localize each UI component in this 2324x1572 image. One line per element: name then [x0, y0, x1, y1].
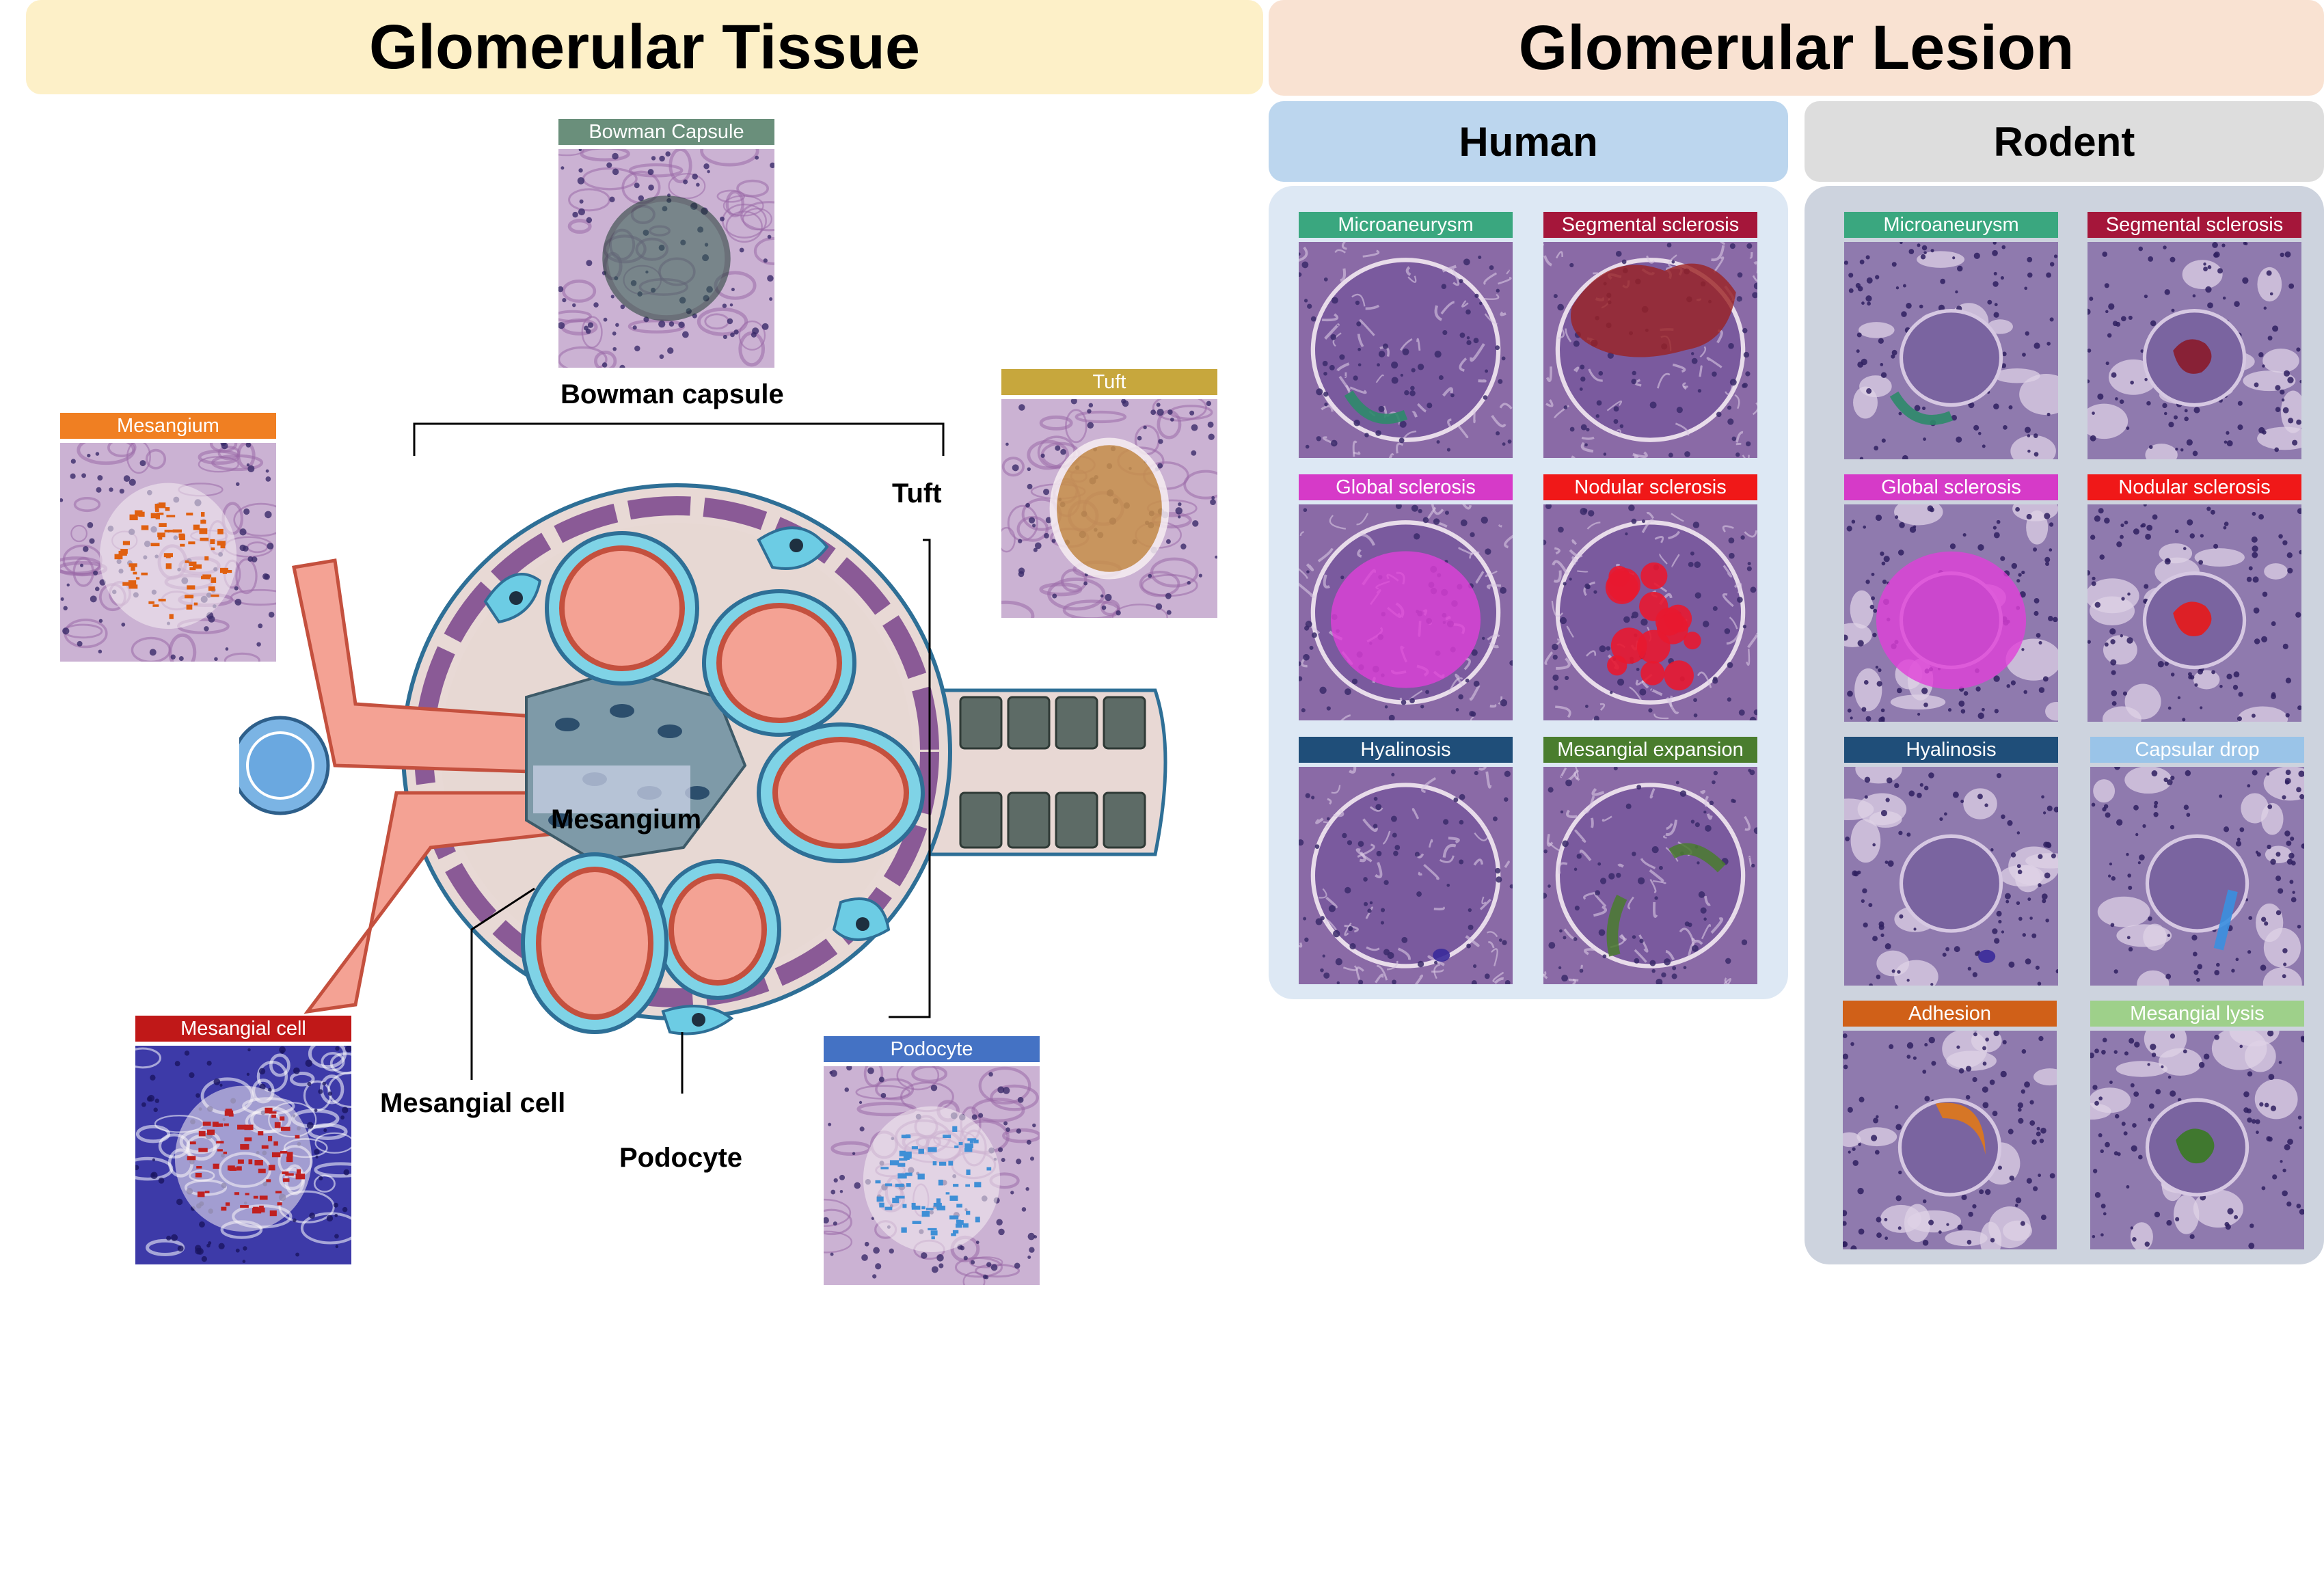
human-tile-mesangial-expansion: Mesangial expansion [1543, 737, 1757, 984]
micrograph-image [2090, 767, 2304, 986]
tile-label: Nodular sclerosis [1543, 474, 1757, 500]
tile-label: Hyalinosis [1844, 737, 2058, 763]
tubule-cells [959, 696, 1146, 849]
tile-label: Bowman Capsule [558, 119, 774, 145]
rodent-tile-nodular-sclerosis: Nodular sclerosis [2087, 474, 2301, 722]
micrograph-image [1543, 504, 1757, 720]
rodent-header: Rodent [1805, 101, 2324, 182]
rodent-tile-microaneurysm: Microaneurysm [1844, 212, 2058, 459]
human-tile-microaneurysm: Microaneurysm [1299, 212, 1513, 458]
rodent-tile-hyalinosis: Hyalinosis [1844, 737, 2058, 986]
bowman-capsule-label: Bowman capsule [560, 379, 784, 409]
tile-label: Mesangial cell [135, 1016, 351, 1042]
micrograph-image [1843, 1031, 2057, 1249]
mesangial-cell-label: Mesangial cell [380, 1088, 566, 1118]
tile-label: Hyalinosis [1299, 737, 1513, 763]
tile-bowman-capsule: Bowman Capsule [558, 119, 774, 368]
tile-label: Segmental sclerosis [2087, 212, 2301, 238]
mesangium-label: Mesangium [551, 804, 702, 835]
micrograph-image [558, 149, 774, 368]
tile-tuft: Tuft [1001, 369, 1217, 618]
mesangium-label-box [533, 765, 690, 813]
micrograph-image [1299, 504, 1513, 720]
micrograph-image [1299, 242, 1513, 458]
capillary-loops [521, 531, 925, 1034]
tile-label: Mesangial expansion [1543, 737, 1757, 763]
human-title: Human [1459, 118, 1598, 165]
micrograph-image [135, 1046, 351, 1264]
tile-mesangium: Mesangium [60, 413, 276, 662]
rodent-tile-segmental-sclerosis: Segmental sclerosis [2087, 212, 2301, 459]
micrograph-image [1299, 767, 1513, 984]
tile-label: Microaneurysm [1844, 212, 2058, 238]
human-tile-hyalinosis: Hyalinosis [1299, 737, 1513, 984]
tile-label: Mesangium [60, 413, 276, 439]
human-header: Human [1269, 101, 1788, 182]
micrograph-image [824, 1066, 1040, 1285]
tile-label: Tuft [1001, 369, 1217, 395]
tile-label: Global sclerosis [1299, 474, 1513, 500]
tile-label: Segmental sclerosis [1543, 212, 1757, 238]
micrograph-image [1543, 242, 1757, 458]
tile-label: Nodular sclerosis [2087, 474, 2301, 500]
tile-label: Microaneurysm [1299, 212, 1513, 238]
micrograph-image [1543, 767, 1757, 984]
rodent-tile-adhesion: Adhesion [1843, 1001, 2057, 1249]
micrograph-image [1844, 767, 2058, 986]
leader-lines [413, 422, 945, 1094]
tile-label: Podocyte [824, 1036, 1040, 1062]
glomerular-lesion-title: Glomerular Lesion [1518, 12, 2075, 83]
micrograph-image [2087, 242, 2301, 459]
glomerular-tissue-title: Glomerular Tissue [368, 12, 921, 82]
tile-label: Mesangial lysis [2090, 1001, 2304, 1027]
micrograph-image [1844, 504, 2058, 722]
tile-label: Capsular drop [2090, 737, 2304, 763]
micrograph-image [1844, 242, 2058, 459]
micrograph-image [1001, 399, 1217, 618]
podocyte-label: Podocyte [619, 1143, 743, 1173]
rodent-tile-capsular-drop: Capsular drop [2090, 737, 2304, 986]
tile-mesangial-cell: Mesangial cell [135, 1016, 351, 1264]
tuft-label: Tuft [892, 478, 942, 509]
rodent-tile-global-sclerosis: Global sclerosis [1844, 474, 2058, 722]
micrograph-image [60, 443, 276, 662]
micrograph-image [2090, 1031, 2304, 1249]
glomerular-lesion-header: Glomerular Lesion [1269, 0, 2324, 96]
glomerulus-schematic [239, 422, 1167, 1094]
tile-label: Global sclerosis [1844, 474, 2058, 500]
human-tile-global-sclerosis: Global sclerosis [1299, 474, 1513, 720]
tile-podocyte: Podocyte [824, 1036, 1040, 1285]
rodent-tile-mesangial-lysis: Mesangial lysis [2090, 1001, 2304, 1249]
human-tile-nodular-sclerosis: Nodular sclerosis [1543, 474, 1757, 720]
tile-label: Adhesion [1843, 1001, 2057, 1027]
micrograph-image [2087, 504, 2301, 722]
rodent-title: Rodent [1993, 118, 2135, 165]
human-tile-segmental-sclerosis: Segmental sclerosis [1543, 212, 1757, 458]
glomerular-tissue-header: Glomerular Tissue [26, 0, 1263, 94]
